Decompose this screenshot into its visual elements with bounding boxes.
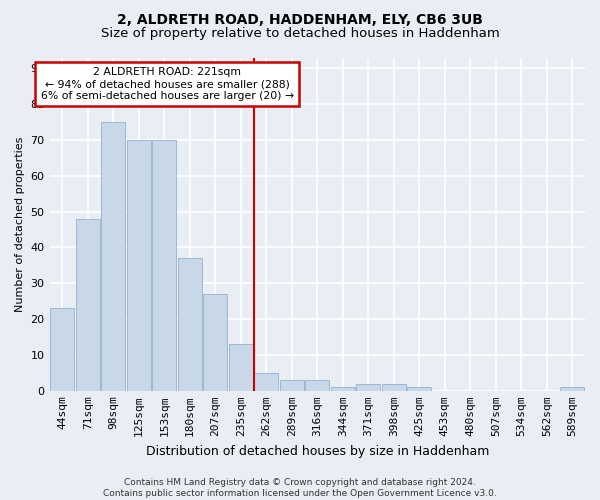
Text: 2, ALDRETH ROAD, HADDENHAM, ELY, CB6 3UB: 2, ALDRETH ROAD, HADDENHAM, ELY, CB6 3UB [117, 12, 483, 26]
Bar [152, 140, 176, 391]
Bar [356, 384, 380, 391]
Y-axis label: Number of detached properties: Number of detached properties [15, 136, 25, 312]
Bar [101, 122, 125, 391]
Bar [305, 380, 329, 391]
Text: 2 ALDRETH ROAD: 221sqm
← 94% of detached houses are smaller (288)
6% of semi-det: 2 ALDRETH ROAD: 221sqm ← 94% of detached… [41, 68, 294, 100]
Bar [229, 344, 253, 391]
Bar [178, 258, 202, 391]
Bar [560, 387, 584, 391]
Bar [127, 140, 151, 391]
Text: Contains HM Land Registry data © Crown copyright and database right 2024.
Contai: Contains HM Land Registry data © Crown c… [103, 478, 497, 498]
Bar [280, 380, 304, 391]
Bar [331, 387, 355, 391]
X-axis label: Distribution of detached houses by size in Haddenham: Distribution of detached houses by size … [146, 444, 489, 458]
Bar [382, 384, 406, 391]
Text: Size of property relative to detached houses in Haddenham: Size of property relative to detached ho… [101, 28, 499, 40]
Bar [76, 219, 100, 391]
Bar [203, 294, 227, 391]
Bar [407, 387, 431, 391]
Bar [254, 373, 278, 391]
Bar [50, 308, 74, 391]
